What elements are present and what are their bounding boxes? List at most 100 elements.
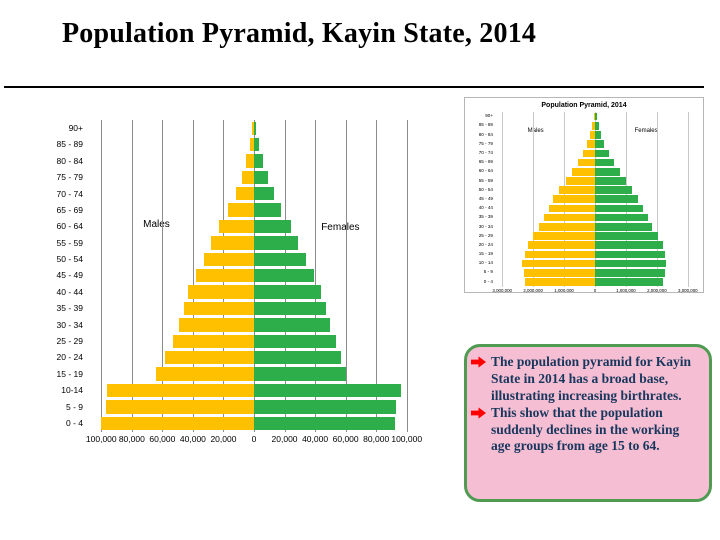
female-bar bbox=[595, 167, 620, 176]
x-tick-label: 100,000 bbox=[85, 433, 117, 444]
female-bar bbox=[254, 416, 395, 430]
note-box: The population pyramid for Kayin State i… bbox=[464, 344, 712, 502]
x-tick-label: 20,000 bbox=[210, 433, 237, 444]
male-bar bbox=[559, 186, 595, 194]
pyramid-row bbox=[496, 176, 694, 185]
female-bar bbox=[254, 219, 291, 234]
age-group-label: 75 - 79 bbox=[56, 172, 83, 183]
main-pyramid-chart: 90+ 85 - 89 80 - 84 75 - 79 70 - 74 65 - 69 60… bbox=[32, 120, 422, 443]
female-bar bbox=[254, 203, 282, 217]
age-group-label: 75 - 79 bbox=[478, 140, 493, 146]
inset-males-series-label: Males bbox=[527, 127, 544, 134]
pyramid-row bbox=[496, 149, 694, 158]
pyramid-row bbox=[496, 186, 694, 195]
male-bar bbox=[565, 177, 595, 185]
age-group-label: 80 - 84 bbox=[56, 155, 83, 166]
x-tick-label: 2,000,000 bbox=[523, 287, 543, 293]
males-series-label: Males bbox=[143, 218, 170, 230]
pyramid-row bbox=[86, 153, 422, 169]
gridline bbox=[345, 120, 347, 432]
note-text: This show that the population suddenly d… bbox=[491, 404, 680, 454]
age-group-label: 5 - 9 bbox=[483, 269, 493, 275]
female-bar bbox=[595, 241, 664, 250]
pyramid-row bbox=[496, 140, 694, 149]
male-bar bbox=[235, 187, 254, 201]
female-bar bbox=[595, 204, 643, 213]
age-group-label: 35 - 39 bbox=[56, 303, 83, 314]
gridline bbox=[101, 120, 103, 432]
male-bar bbox=[523, 268, 595, 277]
female-bar bbox=[595, 213, 648, 222]
x-tick-label: 40,000 bbox=[179, 433, 206, 444]
x-tick-label: 80,000 bbox=[118, 433, 145, 444]
female-bar bbox=[254, 236, 299, 250]
male-bar bbox=[548, 204, 595, 213]
age-group-label: 80 - 84 bbox=[478, 131, 493, 137]
pyramid-row bbox=[86, 349, 422, 365]
age-group-label: 15 - 19 bbox=[56, 368, 83, 379]
pyramid-row bbox=[496, 204, 694, 213]
gridline bbox=[162, 120, 164, 432]
age-group-label: 15 - 19 bbox=[478, 251, 493, 257]
age-group-label: 45 - 49 bbox=[56, 270, 83, 281]
gridline bbox=[315, 120, 317, 432]
age-group-label: 10-14 bbox=[61, 385, 83, 396]
male-bar bbox=[525, 278, 595, 286]
male-bar bbox=[105, 400, 254, 414]
male-bar bbox=[241, 170, 254, 185]
pyramid-row bbox=[86, 251, 422, 267]
x-tick-label: 60,000 bbox=[149, 433, 176, 444]
age-group-label: 55 - 59 bbox=[478, 177, 493, 183]
female-bar bbox=[595, 232, 659, 240]
age-group-label: 40 - 44 bbox=[56, 286, 83, 297]
pyramid-row bbox=[496, 277, 694, 286]
male-bar bbox=[218, 219, 254, 234]
pyramid-row bbox=[496, 112, 694, 121]
x-tick-label: 40,000 bbox=[302, 433, 329, 444]
male-bar bbox=[250, 137, 254, 152]
male-bar bbox=[188, 285, 254, 299]
pyramid-row bbox=[496, 241, 694, 250]
female-bar bbox=[595, 195, 639, 204]
male-bar bbox=[528, 241, 595, 250]
pyramid-row bbox=[496, 167, 694, 176]
age-group-label: 10 - 14 bbox=[478, 260, 493, 266]
female-bar bbox=[595, 140, 605, 148]
male-bar bbox=[543, 213, 595, 222]
title-underline bbox=[4, 86, 704, 88]
age-group-label: 60 - 64 bbox=[56, 221, 83, 232]
female-bar bbox=[254, 154, 264, 168]
x-tick-label: 20,000 bbox=[271, 433, 298, 444]
age-group-label: 35 - 39 bbox=[478, 214, 493, 220]
gridline bbox=[502, 112, 504, 287]
pyramid-row bbox=[86, 382, 422, 398]
male-bar bbox=[228, 203, 254, 217]
pyramid-row bbox=[86, 268, 422, 284]
age-group-label: 90+ bbox=[485, 113, 493, 119]
gridline bbox=[192, 120, 194, 432]
female-bar bbox=[595, 131, 602, 139]
x-tick-label: 1,000,000 bbox=[554, 287, 574, 293]
male-bar bbox=[525, 250, 595, 259]
pyramid-row bbox=[496, 213, 694, 222]
pyramid-row bbox=[86, 317, 422, 333]
age-group-label: 45 - 49 bbox=[478, 195, 493, 201]
inset-females-series-label: Females bbox=[634, 127, 658, 134]
page-title: Population Pyramid, Kayin State, 2014 bbox=[62, 18, 537, 49]
male-bar bbox=[252, 121, 254, 135]
age-group-label: 50 - 54 bbox=[56, 254, 83, 265]
age-group-label: 30 - 34 bbox=[56, 319, 83, 330]
age-group-label: 0 - 4 bbox=[65, 417, 83, 428]
age-group-label: 25 - 29 bbox=[478, 232, 493, 238]
red-arrow-icon bbox=[471, 356, 487, 373]
male-bar bbox=[539, 223, 595, 231]
female-bar bbox=[254, 121, 257, 135]
male-bar bbox=[587, 140, 595, 148]
female-bar bbox=[254, 367, 346, 381]
male-bar bbox=[590, 131, 595, 139]
female-bar bbox=[595, 158, 614, 167]
male-bar bbox=[553, 195, 595, 204]
female-bar bbox=[254, 187, 274, 201]
male-bar bbox=[533, 232, 595, 240]
